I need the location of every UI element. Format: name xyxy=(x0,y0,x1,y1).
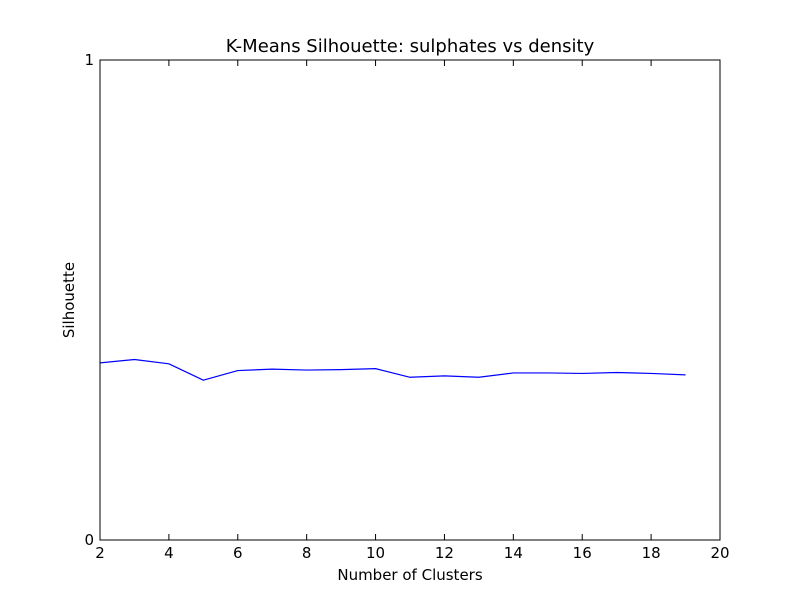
plot-background xyxy=(100,60,720,540)
plot-area: 2 4 6 8 10 12 14 16 18 20 0 1 xyxy=(84,51,729,562)
x-tick-label: 4 xyxy=(164,544,174,562)
plot-frame xyxy=(99,59,721,541)
x-tick-label: 12 xyxy=(435,544,454,562)
y-axis-label: Silhouette xyxy=(60,262,78,338)
chart-title: K-Means Silhouette: sulphates vs density xyxy=(226,36,595,57)
x-tick-label: 10 xyxy=(366,544,385,562)
x-tick-label: 2 xyxy=(95,544,105,562)
series-line xyxy=(99,358,686,381)
x-tick-label: 6 xyxy=(233,544,243,562)
x-tick-label: 14 xyxy=(504,544,523,562)
x-tick-label: 16 xyxy=(573,544,592,562)
x-tick-label: 20 xyxy=(710,544,729,562)
x-axis-label: Number of Clusters xyxy=(337,566,482,584)
y-tick-label: 0 xyxy=(84,531,94,549)
y-tick-label: 1 xyxy=(84,51,94,69)
x-tick-label: 8 xyxy=(302,544,312,562)
x-tick-label: 18 xyxy=(642,544,661,562)
